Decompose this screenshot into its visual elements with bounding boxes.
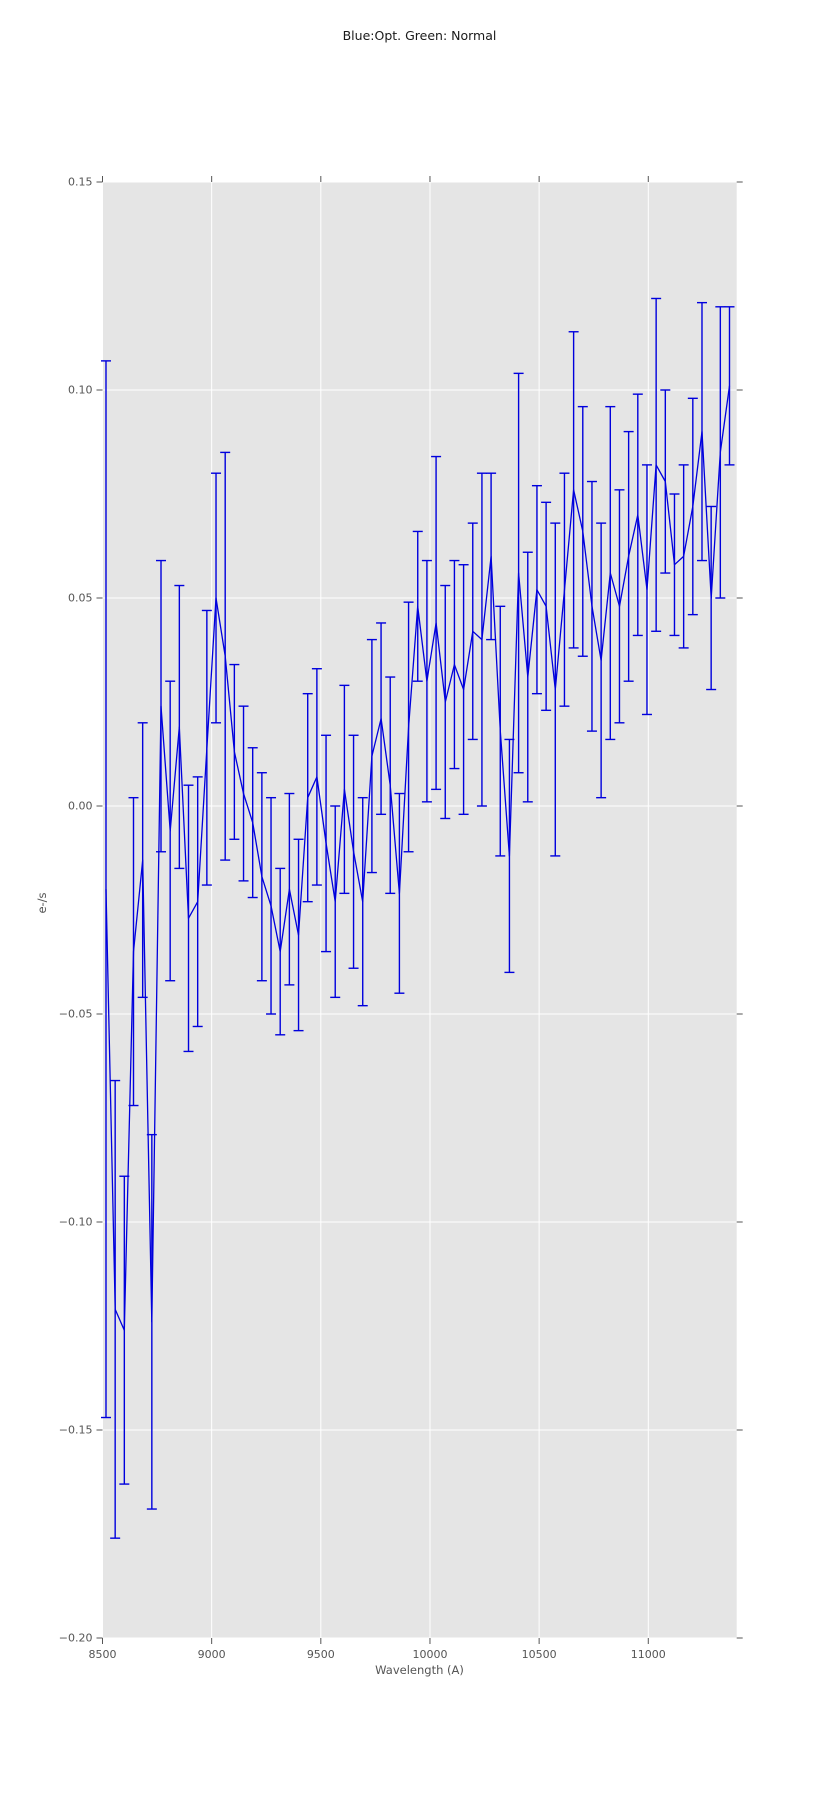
y-tick-label: −0.20: [59, 1632, 93, 1645]
data-line: [105, 385, 731, 1331]
y-tick-label: 0.10: [68, 384, 93, 397]
y-tick-label: 0.05: [68, 592, 93, 605]
x-tick-label: 9500: [307, 1648, 335, 1661]
x-tick-label: 10000: [412, 1648, 447, 1661]
x-tick-label: 8500: [89, 1648, 117, 1661]
chart-title: Blue:Opt. Green: Normal: [342, 28, 497, 43]
y-tick-label: −0.05: [59, 1008, 93, 1021]
x-tick-label: 11000: [631, 1648, 666, 1661]
x-tick-label: 10500: [522, 1648, 557, 1661]
x-axis-title: Wavelength (A): [375, 1663, 464, 1677]
x-tick-label: 9000: [198, 1648, 226, 1661]
y-tick-label: −0.15: [59, 1424, 93, 1437]
y-axis-title: e-/s: [35, 892, 49, 914]
y-tick-label: 0.00: [68, 800, 93, 813]
y-tick-label: −0.10: [59, 1216, 93, 1229]
y-tick-label: 0.15: [68, 176, 93, 189]
plot-background: [102, 182, 737, 1638]
